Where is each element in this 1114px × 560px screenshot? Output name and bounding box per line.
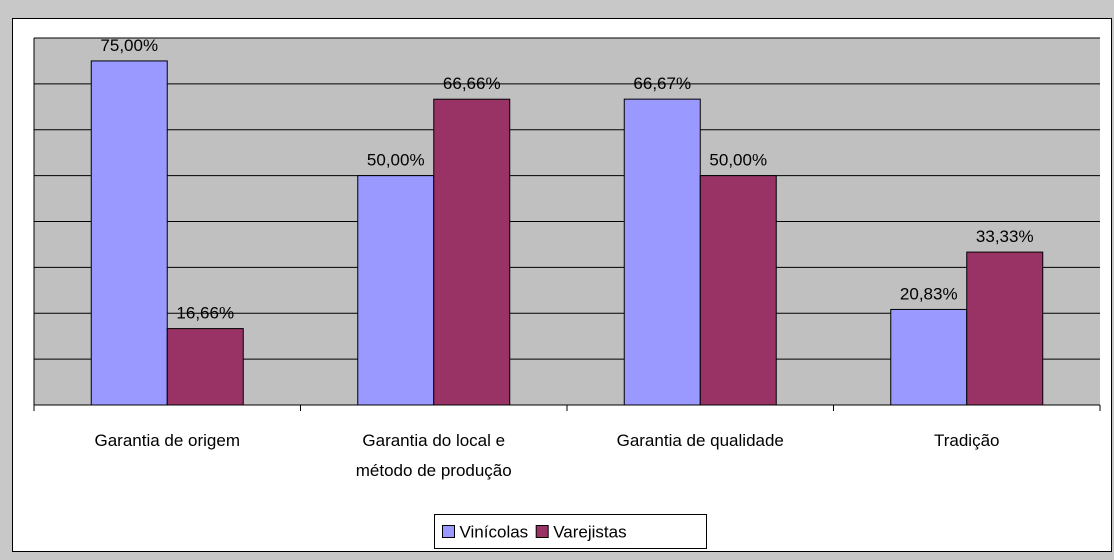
bar [890,308,968,406]
data-label: 16,66% [176,304,234,323]
data-label: 66,67% [633,74,691,93]
bar [90,60,168,406]
bar [966,251,1044,406]
data-label: 50,00% [709,151,767,170]
legend-swatch [535,525,549,538]
x-tick-label: Garantia do local e método de produção [356,431,512,480]
legend-swatch [442,525,455,538]
legend-box [434,514,707,549]
data-label: 50,00% [367,151,425,170]
data-label: 20,83% [900,284,958,303]
x-tick-label: Garantia de origem [94,431,240,450]
data-label: 33,33% [976,227,1034,246]
data-label: 66,66% [443,74,501,93]
bar [623,98,701,406]
x-tick-label: Tradição [934,431,1000,450]
legend-label: Vinícolas [460,523,529,542]
legend-label: Varejistas [553,523,626,542]
bar [433,98,511,406]
data-label: 75,00% [100,36,158,55]
bar [699,175,777,406]
x-tick-label: Garantia de qualidade [617,431,784,450]
bar [357,175,435,406]
bar [166,328,244,406]
